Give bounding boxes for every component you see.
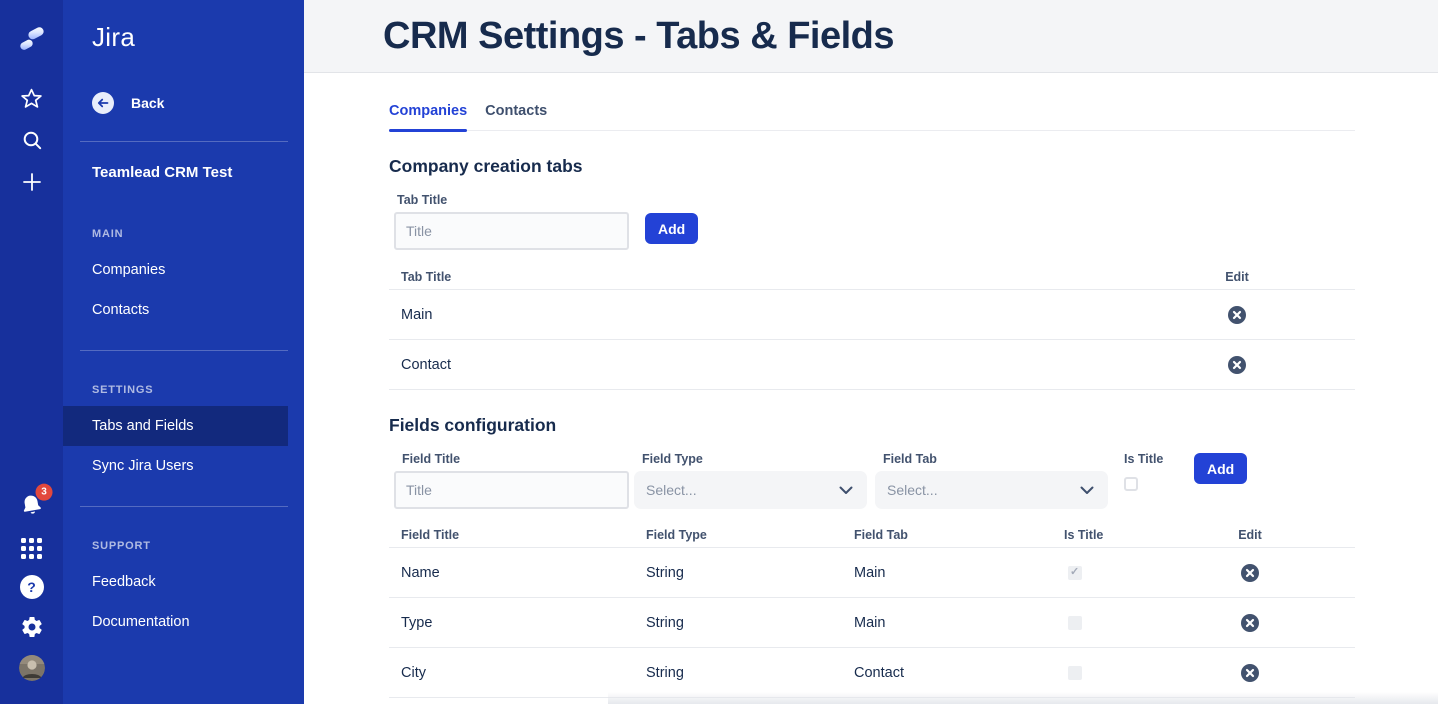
field-title-label: Field Title	[402, 452, 461, 466]
company-tabs-section-title: Company creation tabs	[389, 156, 583, 176]
app-rail: 3 ?	[0, 0, 63, 704]
table-row: Contact	[389, 340, 1355, 390]
col-edit: Edit	[1238, 527, 1262, 542]
col-field-title: Field Title	[401, 527, 460, 542]
is-title-checkbox[interactable]	[1068, 615, 1082, 630]
table-row: City String Contact	[389, 648, 1355, 698]
section-label: SETTINGS	[92, 384, 154, 396]
notifications-bell-icon[interactable]: 3	[17, 483, 53, 524]
table-header-row: Tab Title Edit	[389, 264, 1355, 290]
close-icon	[1232, 360, 1242, 369]
table-row: Name String Main	[389, 548, 1355, 598]
is-title-label: Is Title	[1124, 452, 1164, 466]
is-title-checkbox[interactable]	[1068, 665, 1082, 680]
create-plus-icon[interactable]	[19, 170, 45, 194]
settings-gear-icon[interactable]	[19, 615, 45, 639]
tab-title-label: Tab Title	[397, 193, 448, 207]
tab[interactable]: Contacts	[485, 103, 547, 130]
table-row: Type String Main	[389, 598, 1355, 648]
fields-form: Field Title Field Type Select... Field T…	[389, 452, 1355, 509]
sidebar-section-support: SUPPORT Feedback Documentation	[63, 506, 304, 642]
delete-row-button[interactable]	[1241, 563, 1259, 582]
col-field-type: Field Type	[646, 527, 707, 542]
col-edit: Edit	[1225, 269, 1249, 284]
notification-badge: 3	[35, 483, 53, 501]
field-title-cell: Name	[401, 564, 440, 581]
field-tab-cell: Contact	[854, 664, 904, 681]
search-icon[interactable]	[19, 128, 45, 152]
field-title-input[interactable]	[394, 471, 629, 509]
select-placeholder: Select...	[887, 482, 938, 498]
entity-tabs: Companies Contacts	[389, 103, 1355, 132]
sidebar-item[interactable]: Feedback	[92, 574, 156, 590]
col-is-title: Is Title	[1064, 527, 1104, 542]
is-title-checkbox[interactable]	[1124, 477, 1138, 491]
help-icon[interactable]: ?	[19, 575, 44, 599]
add-field-button[interactable]: Add	[1194, 453, 1248, 484]
table-header-row: Field Title Field Type Field Tab Is Titl…	[389, 522, 1355, 548]
app-switcher-icon[interactable]	[21, 538, 42, 559]
sidebar-section-main: MAIN Companies Contacts	[63, 228, 304, 330]
add-tab-button[interactable]: Add	[645, 213, 699, 244]
section-label: MAIN	[92, 228, 124, 240]
field-type-select[interactable]: Select...	[634, 471, 867, 509]
field-title-cell: City	[401, 664, 426, 681]
col-tab-title: Tab Title	[401, 269, 452, 284]
tab-title-input[interactable]	[394, 212, 629, 250]
company-tabs-table: Tab Title Edit Main Contact	[389, 264, 1355, 390]
field-tab-label: Field Tab	[883, 452, 937, 466]
sidebar-divider	[80, 141, 288, 142]
tab-title-cell: Main	[401, 306, 433, 323]
crm-sidebar: Jira Back Teamlead CRM Test MAIN Compani…	[63, 0, 304, 704]
field-title-cell: Type	[401, 614, 433, 631]
user-avatar[interactable]	[18, 655, 45, 681]
delete-row-button[interactable]	[1228, 355, 1246, 374]
sidebar-item[interactable]: Contacts	[92, 302, 150, 318]
app-title: Jira	[92, 22, 136, 52]
close-icon	[1245, 568, 1255, 577]
delete-row-button[interactable]	[1228, 305, 1246, 324]
sidebar-item[interactable]: Documentation	[92, 614, 190, 630]
chevron-down-icon	[839, 486, 853, 494]
page-title: CRM Settings - Tabs & Fields	[383, 14, 895, 57]
close-icon	[1245, 668, 1255, 677]
tab[interactable]: Companies	[389, 103, 468, 132]
back-label: Back	[131, 95, 165, 111]
section-label: SUPPORT	[92, 540, 151, 552]
field-type-cell: String	[646, 664, 684, 681]
jira-logo-icon[interactable]	[17, 26, 47, 61]
chevron-down-icon	[1080, 486, 1094, 494]
sidebar-section-settings: SETTINGS Tabs and Fields Sync Jira Users	[63, 350, 304, 486]
sidebar-item[interactable]: Sync Jira Users	[92, 458, 194, 474]
field-tab-cell: Main	[854, 564, 886, 581]
project-name: Teamlead CRM Test	[92, 164, 233, 181]
field-type-label: Field Type	[642, 452, 703, 466]
sidebar-item[interactable]: Tabs and Fields	[63, 406, 288, 446]
star-icon[interactable]	[19, 86, 45, 110]
delete-row-button[interactable]	[1241, 613, 1259, 632]
select-placeholder: Select...	[646, 482, 697, 498]
field-type-cell: String	[646, 564, 684, 581]
close-icon	[1232, 310, 1242, 319]
field-type-cell: String	[646, 614, 684, 631]
table-row: Main	[389, 290, 1355, 340]
is-title-checkbox[interactable]	[1068, 565, 1082, 580]
sidebar-item[interactable]: Companies	[92, 262, 166, 278]
col-field-tab: Field Tab	[854, 527, 908, 542]
close-icon	[1245, 618, 1255, 627]
fields-section-title: Fields configuration	[389, 415, 557, 435]
main-area: CRM Settings - Tabs & Fields Companies C…	[304, 0, 1438, 704]
fields-table: Field Title Field Type Field Tab Is Titl…	[389, 522, 1355, 698]
field-tab-select[interactable]: Select...	[875, 471, 1108, 509]
field-tab-cell: Main	[854, 614, 886, 631]
tab-title-cell: Contact	[401, 356, 451, 373]
delete-row-button[interactable]	[1241, 663, 1259, 682]
arrow-left-icon	[92, 92, 114, 114]
back-button[interactable]: Back	[92, 92, 164, 114]
page-header: CRM Settings - Tabs & Fields	[304, 0, 1438, 73]
